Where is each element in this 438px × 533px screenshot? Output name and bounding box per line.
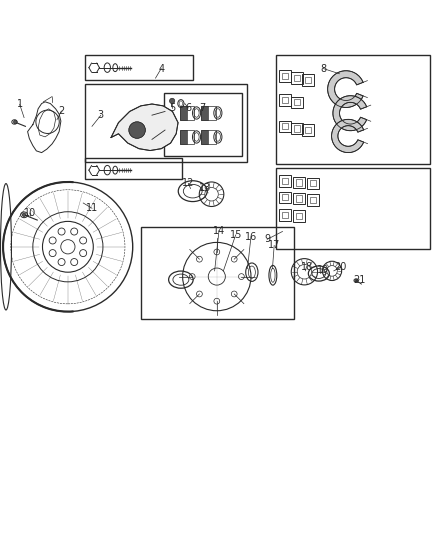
Text: 14: 14: [213, 225, 225, 236]
Bar: [294, 99, 300, 106]
Bar: [291, 96, 303, 108]
Text: 15: 15: [230, 230, 242, 240]
Text: 20: 20: [335, 262, 347, 272]
Bar: [293, 193, 305, 204]
Bar: [291, 72, 303, 84]
Bar: [141, 227, 294, 319]
Bar: [302, 124, 314, 135]
Bar: [305, 77, 311, 83]
Text: 4: 4: [158, 63, 164, 74]
Bar: [294, 75, 300, 82]
Bar: [180, 107, 187, 119]
Bar: [85, 158, 182, 179]
Bar: [276, 55, 430, 164]
Bar: [201, 131, 208, 143]
Polygon shape: [332, 119, 364, 152]
Polygon shape: [111, 104, 178, 150]
Bar: [282, 178, 288, 184]
Bar: [310, 180, 316, 187]
Bar: [201, 131, 215, 143]
Bar: [282, 73, 288, 79]
Bar: [282, 97, 288, 103]
Bar: [282, 212, 288, 218]
Polygon shape: [328, 71, 363, 108]
Polygon shape: [333, 96, 367, 131]
Bar: [296, 179, 302, 185]
Text: 19: 19: [317, 265, 329, 275]
Bar: [279, 120, 291, 132]
Text: 8: 8: [320, 63, 326, 74]
Text: 16: 16: [245, 232, 257, 242]
Bar: [307, 177, 319, 189]
Bar: [302, 74, 314, 86]
Bar: [180, 107, 194, 119]
Text: 18: 18: [300, 262, 313, 271]
Bar: [180, 131, 194, 143]
Text: 1: 1: [17, 100, 23, 109]
Text: 5: 5: [169, 103, 175, 113]
Circle shape: [355, 279, 357, 282]
Text: 3: 3: [98, 110, 104, 120]
Bar: [282, 123, 288, 130]
Text: 2: 2: [58, 106, 64, 116]
Circle shape: [22, 213, 26, 216]
Bar: [282, 194, 288, 200]
Bar: [201, 107, 208, 119]
Circle shape: [129, 122, 145, 138]
Text: 13: 13: [199, 183, 211, 192]
Text: 21: 21: [353, 274, 365, 285]
Bar: [276, 168, 430, 249]
Bar: [279, 209, 291, 221]
Bar: [296, 213, 302, 219]
Bar: [305, 127, 311, 133]
Bar: [310, 197, 316, 203]
Circle shape: [170, 98, 175, 103]
Bar: [85, 55, 193, 80]
Text: 6: 6: [185, 103, 191, 113]
Circle shape: [14, 120, 17, 124]
Bar: [279, 175, 291, 187]
Bar: [296, 196, 302, 202]
Bar: [293, 177, 305, 188]
Text: 12: 12: [182, 178, 194, 188]
Bar: [293, 211, 305, 222]
Text: 10: 10: [24, 208, 36, 218]
Text: 7: 7: [199, 103, 205, 113]
Text: 9: 9: [264, 235, 270, 244]
Bar: [164, 93, 242, 156]
Bar: [85, 84, 247, 162]
Bar: [180, 131, 187, 143]
Bar: [294, 125, 300, 132]
Bar: [201, 107, 215, 119]
Bar: [279, 70, 291, 82]
Bar: [291, 123, 303, 134]
Bar: [279, 191, 291, 203]
Text: 11: 11: [86, 203, 98, 213]
Bar: [307, 194, 319, 206]
Text: 17: 17: [268, 240, 280, 251]
Bar: [279, 94, 291, 106]
